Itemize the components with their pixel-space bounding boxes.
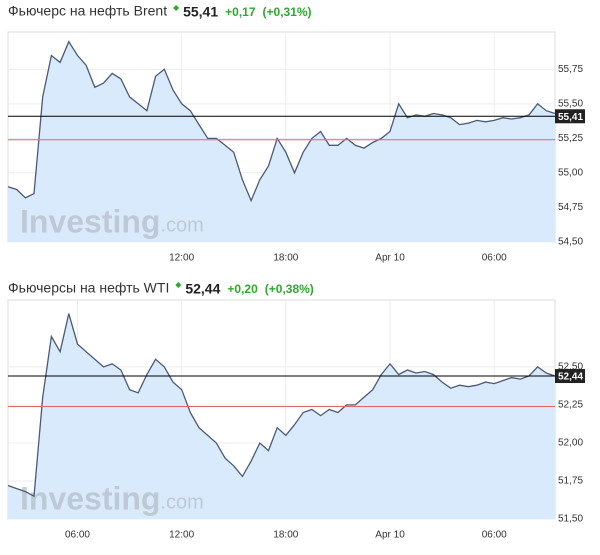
- watermark: Investing: [20, 203, 160, 239]
- change-pct: (+0,31%): [263, 5, 312, 19]
- up-icon: [175, 282, 182, 288]
- price: 55,41: [183, 4, 218, 20]
- x-tick-label: 06:00: [65, 530, 90, 541]
- watermark: .com: [160, 214, 203, 236]
- price-line: [7, 40, 556, 203]
- price: 52,44: [185, 281, 220, 297]
- y-tick-label: 55,25: [558, 133, 583, 144]
- chart-title: Фьючерс на нефть Brent: [8, 3, 167, 19]
- x-tick-label: Apr 10: [375, 530, 405, 541]
- area-fill: [8, 41, 555, 243]
- x-tick-label: 12:00: [169, 530, 194, 541]
- up-icon: [173, 5, 180, 11]
- change-pct: (+0,38%): [265, 282, 314, 296]
- price-tag: [555, 369, 585, 384]
- y-tick-label: 51,50: [558, 514, 583, 525]
- y-tick-label: 55,00: [558, 168, 583, 179]
- area-fill: [8, 313, 555, 519]
- price-tag-label: 55,41: [558, 112, 583, 123]
- x-tick-label: 18:00: [273, 530, 298, 541]
- x-tick-label: 06:00: [482, 253, 507, 264]
- y-tick-label: 55,50: [558, 98, 583, 109]
- price-tag: [555, 109, 585, 124]
- y-tick-label: 52,25: [558, 400, 583, 411]
- y-tick-label: 52,50: [558, 362, 583, 373]
- change: +0,20: [227, 282, 258, 296]
- y-tick-label: 55,75: [558, 64, 583, 75]
- price-tag-label: 52,44: [558, 372, 583, 383]
- x-tick-label: 06:00: [482, 530, 507, 541]
- chart-title: Фьючерсы на нефть WTI: [8, 280, 169, 296]
- y-tick-label: 54,50: [558, 237, 583, 248]
- y-tick-label: 52,00: [558, 438, 583, 449]
- x-tick-label: 12:00: [169, 253, 194, 264]
- watermark: .com: [160, 491, 203, 513]
- y-tick-label: 54,75: [558, 202, 583, 213]
- x-tick-label: Apr 10: [375, 253, 405, 264]
- x-tick-label: 18:00: [273, 253, 298, 264]
- watermark: Investing: [20, 480, 160, 516]
- change: +0,17: [225, 5, 256, 19]
- price-line: [7, 313, 556, 498]
- y-tick-label: 51,75: [558, 476, 583, 487]
